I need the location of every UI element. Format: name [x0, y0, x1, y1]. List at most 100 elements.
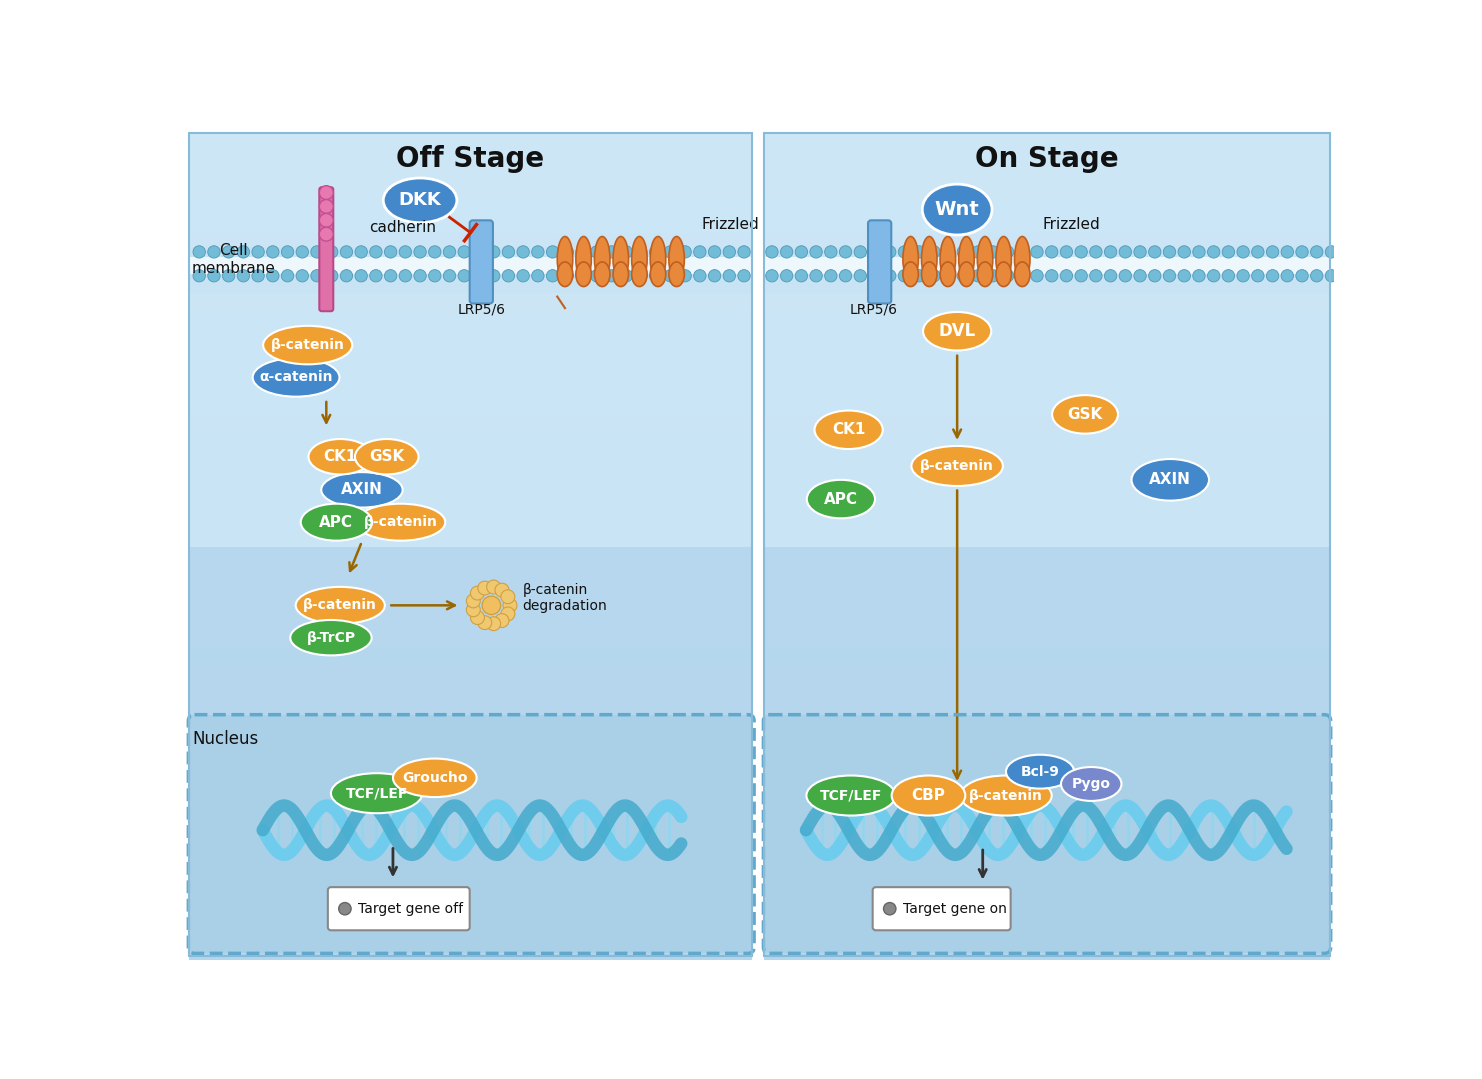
Ellipse shape [594, 236, 611, 282]
Circle shape [1325, 246, 1338, 258]
Circle shape [296, 270, 308, 282]
FancyBboxPatch shape [765, 448, 1329, 464]
Text: β-catenin: β-catenin [304, 599, 378, 613]
Circle shape [694, 246, 705, 258]
FancyBboxPatch shape [765, 497, 1329, 514]
FancyBboxPatch shape [868, 220, 891, 303]
FancyBboxPatch shape [190, 349, 751, 365]
FancyBboxPatch shape [765, 696, 1329, 713]
Circle shape [913, 270, 925, 282]
Text: β-TrCP: β-TrCP [307, 631, 356, 644]
FancyBboxPatch shape [190, 398, 751, 414]
Ellipse shape [911, 446, 1003, 486]
Ellipse shape [594, 262, 611, 287]
Circle shape [458, 270, 470, 282]
Text: DVL: DVL [938, 323, 975, 340]
Circle shape [619, 246, 633, 258]
Circle shape [957, 246, 969, 258]
Text: AXIN: AXIN [1150, 473, 1192, 488]
FancyBboxPatch shape [765, 812, 1329, 829]
Ellipse shape [1015, 236, 1030, 282]
Circle shape [1031, 270, 1043, 282]
FancyBboxPatch shape [190, 779, 751, 795]
FancyBboxPatch shape [190, 257, 751, 274]
FancyBboxPatch shape [765, 166, 1329, 183]
Circle shape [458, 246, 470, 258]
Text: APC: APC [824, 492, 858, 506]
Circle shape [1325, 270, 1338, 282]
Ellipse shape [806, 776, 895, 816]
Ellipse shape [557, 236, 572, 282]
Text: Frizzled: Frizzled [1042, 218, 1100, 232]
Circle shape [694, 270, 705, 282]
Ellipse shape [922, 262, 937, 287]
FancyBboxPatch shape [190, 150, 751, 166]
Circle shape [972, 270, 984, 282]
FancyBboxPatch shape [190, 680, 751, 696]
Circle shape [1310, 246, 1323, 258]
Circle shape [326, 246, 338, 258]
Circle shape [1208, 246, 1220, 258]
FancyBboxPatch shape [190, 714, 751, 954]
Circle shape [883, 270, 897, 282]
Text: Pygo: Pygo [1071, 777, 1110, 791]
FancyBboxPatch shape [190, 829, 751, 845]
FancyBboxPatch shape [765, 315, 1329, 332]
Text: LRP5/6: LRP5/6 [458, 303, 505, 316]
FancyBboxPatch shape [765, 944, 1329, 961]
Circle shape [824, 246, 837, 258]
FancyBboxPatch shape [190, 246, 751, 292]
Circle shape [605, 270, 618, 282]
Ellipse shape [996, 262, 1011, 287]
Circle shape [1104, 246, 1117, 258]
FancyBboxPatch shape [873, 887, 1011, 930]
FancyBboxPatch shape [190, 696, 751, 713]
FancyBboxPatch shape [190, 382, 751, 398]
FancyBboxPatch shape [190, 563, 751, 581]
FancyBboxPatch shape [765, 531, 1329, 547]
Circle shape [738, 246, 750, 258]
Circle shape [326, 270, 338, 282]
Circle shape [1119, 270, 1132, 282]
Text: CK1: CK1 [323, 449, 357, 464]
FancyBboxPatch shape [765, 845, 1329, 862]
Circle shape [482, 596, 501, 615]
Circle shape [664, 246, 677, 258]
Circle shape [282, 270, 293, 282]
Ellipse shape [393, 759, 477, 797]
FancyBboxPatch shape [190, 630, 751, 646]
FancyBboxPatch shape [190, 597, 751, 614]
Text: β-catenin
degradation: β-catenin degradation [522, 583, 608, 613]
Ellipse shape [903, 236, 919, 282]
Circle shape [708, 246, 720, 258]
Text: TCF/LEF: TCF/LEF [345, 787, 408, 801]
Circle shape [356, 270, 368, 282]
Circle shape [1002, 270, 1014, 282]
FancyBboxPatch shape [190, 183, 751, 200]
Text: β-catenin: β-catenin [969, 789, 1043, 803]
Ellipse shape [264, 326, 353, 365]
FancyBboxPatch shape [765, 862, 1329, 878]
Circle shape [562, 270, 574, 282]
Circle shape [723, 270, 735, 282]
Circle shape [547, 246, 559, 258]
FancyBboxPatch shape [190, 233, 751, 249]
Ellipse shape [614, 236, 628, 282]
Circle shape [679, 270, 691, 282]
FancyBboxPatch shape [190, 713, 751, 729]
Ellipse shape [296, 587, 385, 624]
FancyBboxPatch shape [190, 614, 751, 630]
Circle shape [766, 246, 778, 258]
FancyBboxPatch shape [190, 581, 751, 597]
Text: Frizzled: Frizzled [701, 218, 759, 232]
Circle shape [824, 270, 837, 282]
Circle shape [319, 228, 333, 241]
Circle shape [883, 902, 897, 915]
Circle shape [1237, 270, 1249, 282]
Text: Cell
membrane: Cell membrane [191, 244, 276, 276]
Circle shape [517, 270, 529, 282]
Circle shape [1089, 246, 1103, 258]
Circle shape [477, 582, 492, 595]
Circle shape [590, 246, 603, 258]
Circle shape [488, 270, 499, 282]
